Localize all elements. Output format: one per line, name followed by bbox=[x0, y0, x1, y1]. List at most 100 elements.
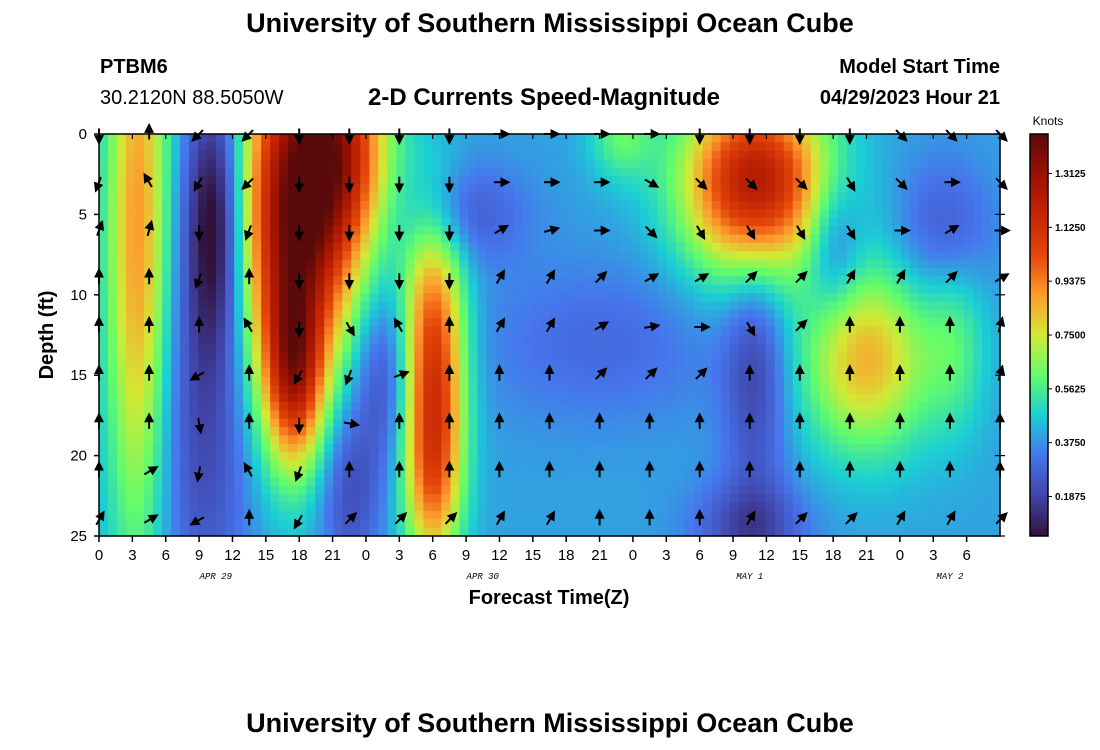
heatmap-cell bbox=[504, 217, 515, 227]
heatmap-cell bbox=[297, 301, 307, 311]
heatmap-cell bbox=[423, 201, 433, 210]
heatmap-cell bbox=[666, 167, 677, 177]
heatmap-cell bbox=[756, 485, 767, 495]
heatmap-cell bbox=[504, 284, 515, 294]
heatmap-cell bbox=[576, 301, 587, 311]
heatmap-cell bbox=[216, 393, 226, 403]
heatmap-cell bbox=[846, 494, 857, 504]
heatmap-cell bbox=[369, 150, 379, 160]
current-vector bbox=[644, 367, 658, 380]
heatmap-cell bbox=[189, 460, 199, 470]
heatmap-cell bbox=[225, 318, 235, 328]
heatmap-cell bbox=[324, 309, 334, 319]
heatmap-cell bbox=[135, 343, 145, 353]
heatmap-cell bbox=[765, 259, 776, 269]
heatmap-cell bbox=[324, 175, 334, 185]
heatmap-cell bbox=[171, 368, 181, 378]
heatmap-cell bbox=[720, 159, 731, 169]
heatmap-cell bbox=[864, 527, 875, 537]
heatmap-cell bbox=[315, 460, 325, 470]
heatmap-cell bbox=[306, 427, 316, 437]
heatmap-cell bbox=[99, 293, 109, 303]
heatmap-cell bbox=[261, 519, 271, 529]
heatmap-cell bbox=[738, 460, 749, 470]
heatmap-cell bbox=[477, 477, 488, 487]
heatmap-cell bbox=[360, 452, 370, 462]
heatmap-cell bbox=[297, 418, 307, 428]
heatmap-cell bbox=[180, 418, 190, 428]
heatmap-cell bbox=[828, 385, 839, 395]
heatmap-cell bbox=[270, 360, 280, 370]
heatmap-cell bbox=[639, 452, 650, 462]
heatmap-cell bbox=[459, 192, 470, 202]
heatmap-cell bbox=[621, 326, 632, 336]
heatmap-cell bbox=[585, 485, 596, 495]
heatmap-cell bbox=[513, 226, 524, 236]
heatmap-cell bbox=[504, 259, 515, 269]
heatmap-cell bbox=[801, 376, 812, 386]
heatmap-cell bbox=[990, 184, 1001, 194]
heatmap-cell bbox=[360, 494, 370, 504]
heatmap-cell bbox=[711, 301, 722, 311]
heatmap-cell bbox=[441, 309, 451, 319]
heatmap-cell bbox=[126, 351, 136, 361]
heatmap-cell bbox=[990, 293, 1001, 303]
heatmap-cell bbox=[207, 192, 217, 202]
heatmap-cell bbox=[801, 201, 812, 210]
heatmap-cell bbox=[864, 326, 875, 336]
heatmap-cell bbox=[783, 385, 794, 395]
heatmap-cell bbox=[657, 427, 668, 437]
current-vector bbox=[293, 369, 304, 385]
heatmap-cell bbox=[369, 335, 379, 344]
heatmap-cell bbox=[648, 351, 659, 361]
heatmap-cell bbox=[432, 192, 442, 202]
heatmap-cell bbox=[675, 234, 686, 244]
heatmap-cell bbox=[711, 175, 722, 185]
heatmap-cell bbox=[135, 268, 145, 277]
heatmap-cell bbox=[243, 485, 253, 495]
heatmap-cell bbox=[432, 510, 442, 520]
heatmap-cell bbox=[900, 402, 911, 411]
heatmap-cell bbox=[351, 242, 361, 252]
heatmap-cell bbox=[261, 326, 271, 336]
heatmap-cell bbox=[144, 527, 154, 537]
heatmap-cell bbox=[639, 351, 650, 361]
heatmap-cell bbox=[765, 175, 776, 185]
heatmap-cell bbox=[702, 259, 713, 269]
heatmap-cell bbox=[738, 259, 749, 269]
heatmap-cell bbox=[720, 443, 731, 453]
heatmap-cell bbox=[918, 335, 929, 344]
heatmap-cell bbox=[351, 435, 361, 445]
heatmap-cell bbox=[828, 301, 839, 311]
heatmap-cell bbox=[855, 410, 866, 420]
heatmap-cell bbox=[504, 335, 515, 344]
heatmap-cell bbox=[918, 402, 929, 411]
heatmap-cell bbox=[423, 335, 433, 344]
heatmap-cell bbox=[909, 209, 920, 219]
heatmap-cell bbox=[396, 150, 406, 160]
heatmap-cell bbox=[495, 376, 506, 386]
heatmap-cell bbox=[918, 150, 929, 160]
heatmap-cell bbox=[198, 477, 208, 487]
heatmap-cell bbox=[243, 335, 253, 344]
heatmap-cell bbox=[900, 209, 911, 219]
heatmap-cell bbox=[288, 519, 298, 529]
heatmap-cell bbox=[387, 460, 397, 470]
heatmap-cell bbox=[99, 368, 109, 378]
heatmap-cell bbox=[693, 142, 704, 152]
heatmap-cell bbox=[162, 485, 172, 495]
heatmap-cell bbox=[693, 318, 704, 328]
heatmap-cell bbox=[144, 335, 154, 344]
heatmap-cell bbox=[909, 402, 920, 411]
heatmap-cell bbox=[774, 201, 785, 210]
heatmap-cell bbox=[423, 376, 433, 386]
heatmap-cell bbox=[495, 477, 506, 487]
heatmap-cell bbox=[918, 460, 929, 470]
heatmap-cell bbox=[873, 469, 884, 478]
heatmap-cell bbox=[333, 226, 343, 236]
heatmap-cell bbox=[882, 351, 893, 361]
heatmap-cell bbox=[657, 226, 668, 236]
heatmap-cell bbox=[450, 142, 460, 152]
heatmap-cell bbox=[819, 519, 830, 529]
heatmap-cell bbox=[549, 276, 560, 286]
